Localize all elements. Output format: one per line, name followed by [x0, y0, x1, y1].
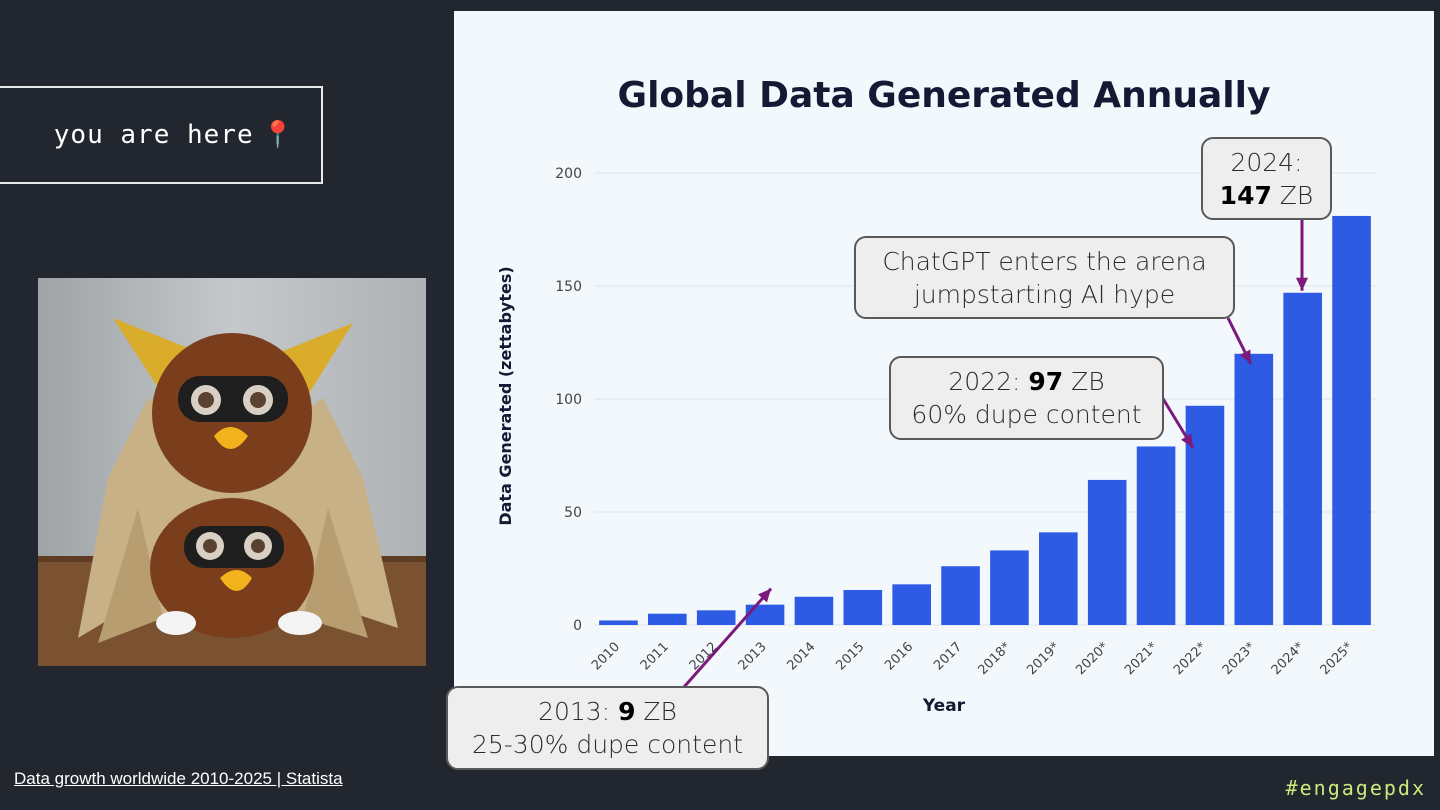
x-tick-label: 2014	[785, 639, 819, 673]
hashtag: #engagepdx	[1285, 776, 1426, 800]
bar	[941, 566, 980, 625]
bar	[1234, 353, 1274, 625]
bar	[696, 610, 736, 625]
callout-2013: 2013: 9 ZB 25-30% dupe content	[446, 686, 769, 770]
bar	[745, 604, 785, 625]
bar	[892, 584, 931, 625]
x-tick-label: 2011	[638, 639, 672, 673]
callout-chatgpt-line2: jumpstarting AI hype	[913, 279, 1176, 309]
callout-2013-unit: ZB	[635, 697, 677, 726]
bar	[1136, 446, 1176, 625]
bar	[1039, 532, 1078, 625]
x-tick-label: 2019*	[1024, 639, 1063, 678]
arrow-2022-head	[1181, 433, 1193, 448]
callout-chatgpt: ChatGPT enters the arena jumpstarting AI…	[854, 236, 1235, 319]
bar	[648, 613, 687, 625]
x-tick-label: 2024*	[1269, 639, 1308, 678]
chart-title: Global Data Generated Annually	[618, 75, 1271, 116]
bar	[599, 620, 638, 625]
x-tick-label: 2017	[931, 639, 965, 673]
x-tick-label: 2012	[687, 639, 721, 673]
x-tick-label: 2016	[882, 639, 916, 673]
callout-2024: 2024: 147 ZB	[1201, 137, 1332, 220]
callout-2022-unit: ZB	[1063, 367, 1105, 396]
y-axis-label: Data Generated (zettabytes)	[496, 266, 515, 525]
y-tick-label: 150	[555, 279, 582, 295]
arrow-2013-head	[757, 588, 772, 603]
x-tick-label: 2022*	[1171, 639, 1210, 678]
x-tick-label: 2020*	[1073, 639, 1112, 678]
bar	[1087, 479, 1127, 625]
callout-2024-value-line: 147 ZB	[1203, 179, 1330, 212]
callout-2022-value: 97	[1028, 367, 1064, 396]
bar	[1332, 215, 1371, 625]
callout-2022-year: 2022:	[948, 367, 1029, 396]
x-axis-label: Year	[922, 696, 966, 716]
callout-2013-year: 2013:	[538, 697, 619, 726]
x-tick-label: 2015	[833, 639, 867, 673]
callout-2024-value: 147	[1219, 180, 1272, 210]
map-pin-icon: 📍	[261, 120, 295, 150]
y-tick-label: 100	[555, 392, 582, 408]
x-tick-label: 2021*	[1122, 639, 1161, 678]
x-tick-label: 2025*	[1318, 639, 1357, 678]
bar	[1283, 292, 1322, 625]
bar	[794, 596, 834, 625]
source-link[interactable]: Data growth worldwide 2010-2025 | Statis…	[14, 769, 343, 788]
callout-2024-year: 2024:	[1230, 147, 1303, 177]
callout-2022-note: 60% dupe content	[911, 400, 1142, 429]
you-are-here-label: you are here	[53, 120, 254, 150]
callout-2013-value-line: 2013: 9 ZB	[448, 695, 767, 728]
arrow-2024-head	[1296, 277, 1308, 291]
bar-chart: Global Data Generated Annually 0 50 100 150 2…	[496, 75, 1376, 716]
bar	[990, 550, 1029, 625]
callout-2013-note: 25-30% dupe content	[472, 730, 743, 759]
bar	[843, 589, 883, 625]
arrow-chatgpt-head	[1239, 349, 1251, 364]
arrow-2013	[682, 587, 773, 688]
x-tick-label: 2018*	[975, 639, 1014, 678]
callout-2022: 2022: 97 ZB 60% dupe content	[889, 356, 1164, 440]
x-tick-label: 2010	[589, 639, 623, 673]
callout-2013-value: 9	[618, 697, 636, 726]
callout-chatgpt-line1: ChatGPT enters the arena	[882, 246, 1207, 276]
x-tick-label: 2023*	[1220, 639, 1259, 678]
callout-2022-value-line: 2022: 97 ZB	[891, 365, 1162, 398]
y-tick-label: 200	[555, 166, 582, 182]
x-tick-label: 2013	[736, 639, 770, 673]
y-tick-label: 0	[573, 618, 582, 634]
furby-trenchcoat-photo	[38, 278, 426, 666]
y-tick-label: 50	[564, 505, 582, 521]
callout-2024-unit: ZB	[1271, 180, 1314, 210]
you-are-here-box: you are here 📍	[0, 86, 323, 184]
